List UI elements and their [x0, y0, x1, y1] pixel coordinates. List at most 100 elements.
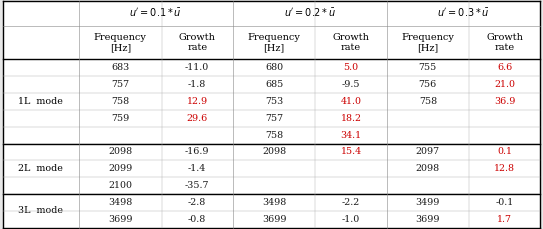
Text: 15.4: 15.4	[340, 147, 362, 156]
Bar	[387, 144, 469, 160]
Bar	[162, 211, 233, 228]
Bar	[233, 110, 315, 127]
Text: 757: 757	[265, 114, 283, 123]
Bar	[162, 194, 233, 211]
Text: 18.2: 18.2	[340, 114, 362, 123]
Bar	[469, 211, 540, 228]
Text: 12.8: 12.8	[494, 164, 515, 173]
Text: 3699: 3699	[262, 215, 286, 224]
Text: 1.7: 1.7	[497, 215, 512, 224]
Text: -1.8: -1.8	[188, 80, 206, 89]
Text: 3699: 3699	[108, 215, 132, 224]
Bar	[79, 93, 162, 110]
Bar	[233, 93, 315, 110]
Text: 0.1: 0.1	[497, 147, 512, 156]
Text: 36.9: 36.9	[494, 97, 515, 106]
Bar	[315, 26, 387, 59]
Text: 753: 753	[265, 97, 283, 106]
Text: Frequency
[Hz]: Frequency [Hz]	[401, 33, 454, 52]
Bar	[315, 127, 387, 144]
Text: 6.6: 6.6	[497, 63, 513, 72]
Bar	[162, 110, 233, 127]
Bar	[469, 127, 540, 144]
Bar	[387, 211, 469, 228]
Text: 1L  mode: 1L mode	[18, 97, 64, 106]
Text: Growth
rate: Growth rate	[332, 33, 369, 52]
Bar	[79, 110, 162, 127]
Bar	[233, 160, 315, 177]
Bar	[233, 76, 315, 93]
Bar	[79, 211, 162, 228]
Bar	[79, 177, 162, 194]
Text: 755: 755	[419, 63, 437, 72]
Text: Growth
rate: Growth rate	[487, 33, 523, 52]
Text: 757: 757	[111, 80, 129, 89]
Text: 2100: 2100	[108, 181, 132, 190]
Bar	[387, 59, 469, 76]
Text: 758: 758	[419, 97, 437, 106]
Text: 3498: 3498	[262, 198, 286, 207]
Bar	[233, 194, 315, 211]
Text: 758: 758	[111, 97, 129, 106]
Text: -16.9: -16.9	[185, 147, 210, 156]
Bar	[233, 177, 315, 194]
Bar	[469, 160, 540, 177]
Bar	[79, 144, 162, 160]
Bar	[162, 59, 233, 76]
Bar	[79, 1, 233, 26]
Bar	[387, 160, 469, 177]
Bar	[162, 76, 233, 93]
Bar	[233, 144, 315, 160]
Text: 12.9: 12.9	[187, 97, 208, 106]
Bar	[387, 177, 469, 194]
Bar	[162, 93, 233, 110]
Bar	[79, 26, 162, 59]
Text: $u' = 0.3*\bar{u}$: $u' = 0.3*\bar{u}$	[437, 7, 490, 19]
Bar	[79, 160, 162, 177]
Bar	[315, 76, 387, 93]
Text: 758: 758	[265, 131, 283, 140]
Text: 29.6: 29.6	[187, 114, 208, 123]
Bar	[162, 144, 233, 160]
Text: 3499: 3499	[416, 198, 440, 207]
Bar	[315, 211, 387, 228]
Text: Growth
rate: Growth rate	[179, 33, 216, 52]
Text: 41.0: 41.0	[340, 97, 362, 106]
Bar	[3, 59, 79, 144]
Text: 3L  mode: 3L mode	[18, 207, 64, 215]
Text: 759: 759	[111, 114, 129, 123]
Bar	[233, 59, 315, 76]
Text: 3498: 3498	[108, 198, 132, 207]
Text: -35.7: -35.7	[185, 181, 210, 190]
Bar	[469, 26, 540, 59]
Text: Frequency
[Hz]: Frequency [Hz]	[248, 33, 300, 52]
Text: 685: 685	[265, 80, 283, 89]
Text: 3699: 3699	[415, 215, 440, 224]
Bar	[79, 76, 162, 93]
Bar	[315, 177, 387, 194]
Bar	[469, 110, 540, 127]
Text: 2098: 2098	[262, 147, 286, 156]
Text: 5.0: 5.0	[343, 63, 358, 72]
Bar	[387, 127, 469, 144]
Bar	[469, 177, 540, 194]
Text: 756: 756	[419, 80, 437, 89]
Text: $u' = 0.2*\bar{u}$: $u' = 0.2*\bar{u}$	[283, 7, 336, 19]
Text: -0.8: -0.8	[188, 215, 206, 224]
Bar	[315, 194, 387, 211]
Bar	[233, 127, 315, 144]
Text: 2098: 2098	[416, 164, 440, 173]
Bar	[387, 1, 540, 26]
Bar	[469, 76, 540, 93]
Text: 2097: 2097	[416, 147, 440, 156]
Bar	[469, 194, 540, 211]
Bar	[315, 160, 387, 177]
Bar	[162, 177, 233, 194]
Text: 683: 683	[111, 63, 129, 72]
Bar	[233, 211, 315, 228]
Bar	[315, 144, 387, 160]
Bar	[387, 110, 469, 127]
Bar	[469, 59, 540, 76]
Text: -0.1: -0.1	[496, 198, 514, 207]
Bar	[469, 93, 540, 110]
